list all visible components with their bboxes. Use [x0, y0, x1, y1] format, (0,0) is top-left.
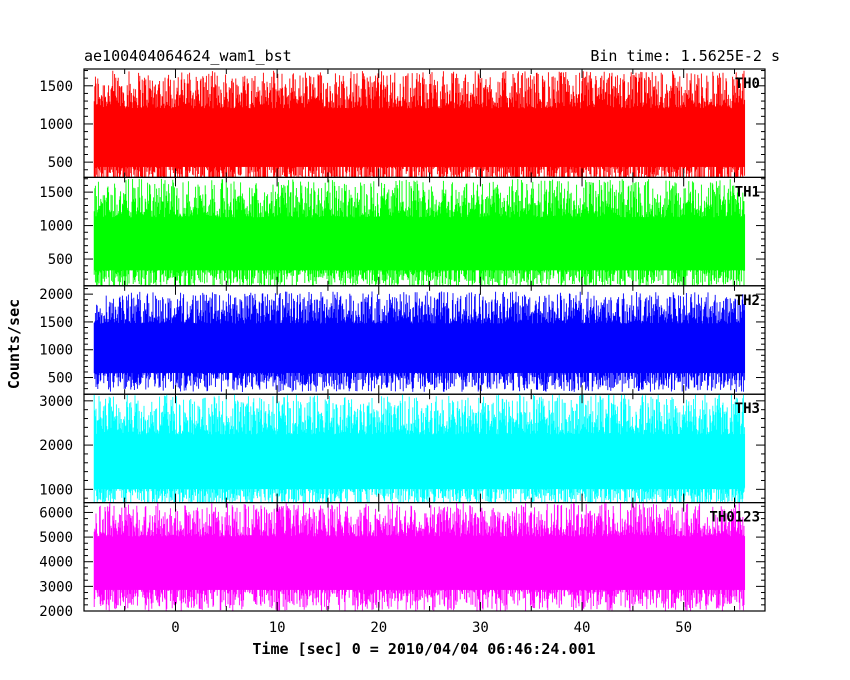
- y-tick-label: 1000: [39, 117, 73, 133]
- y-tick-label: 3000: [39, 579, 73, 595]
- y-tick-label: 1000: [39, 482, 73, 498]
- y-tick-label: 500: [48, 252, 73, 268]
- panel-label-th1: TH1: [735, 184, 760, 200]
- x-tick-label: 10: [269, 620, 286, 636]
- y-tick-label: 500: [48, 371, 73, 387]
- panel-th1: 500 1000 1500 TH1: [39, 176, 766, 287]
- y-tick-label: 1500: [39, 79, 73, 95]
- chart-title-left: ae100404064624_wam1_bst: [84, 47, 292, 65]
- chart-title-right: Bin time: 1.5625E-2 s: [590, 47, 780, 65]
- y-tick-label: 2000: [39, 287, 73, 303]
- panel-th3: 1000 2000 3000 TH3: [39, 393, 766, 504]
- panel-frame: [83, 502, 766, 612]
- x-axis-label: Time [sec] 0 = 2010/04/04 06:46:24.001: [252, 640, 595, 658]
- x-tick-label: 30: [472, 620, 489, 636]
- panel-label-th3: TH3: [735, 401, 760, 417]
- panel-label-th0: TH0: [735, 76, 760, 92]
- x-tick-label: 50: [675, 620, 692, 636]
- y-tick-label: 5000: [39, 530, 73, 546]
- series-core-th2: [94, 330, 745, 373]
- x-tick-label: 40: [574, 620, 591, 636]
- y-tick-label: 1500: [39, 315, 73, 331]
- panel-label-th2: TH2: [735, 293, 760, 309]
- panel-th0123: 2000 3000 4000 5000 6000 TH0123: [39, 502, 766, 620]
- y-tick-label: 1500: [39, 185, 73, 201]
- y-tick-label: 1000: [39, 219, 73, 235]
- panel-th2: 500 1000 1500 2000 TH2: [39, 285, 766, 395]
- y-tick-label: 6000: [39, 505, 73, 521]
- series-core-th0123: [94, 543, 745, 590]
- y-axis-label: Counts/sec: [5, 299, 23, 389]
- y-tick-label: 2000: [39, 438, 73, 454]
- panel-label-th0123: TH0123: [709, 510, 760, 526]
- y-tick-label: 4000: [39, 555, 73, 571]
- series-core-th3: [94, 443, 745, 490]
- x-tick-label: 0: [171, 620, 179, 636]
- series-core-th0: [94, 116, 745, 167]
- x-tick-label: 20: [370, 620, 387, 636]
- series-core-th1: [94, 225, 745, 271]
- y-tick-label: 1000: [39, 343, 73, 359]
- y-tick-label: 2000: [39, 604, 73, 620]
- y-tick-label: 3000: [39, 394, 73, 410]
- panel-th0: 500 1000 1500 TH0: [39, 68, 766, 179]
- y-tick-label: 500: [48, 155, 73, 171]
